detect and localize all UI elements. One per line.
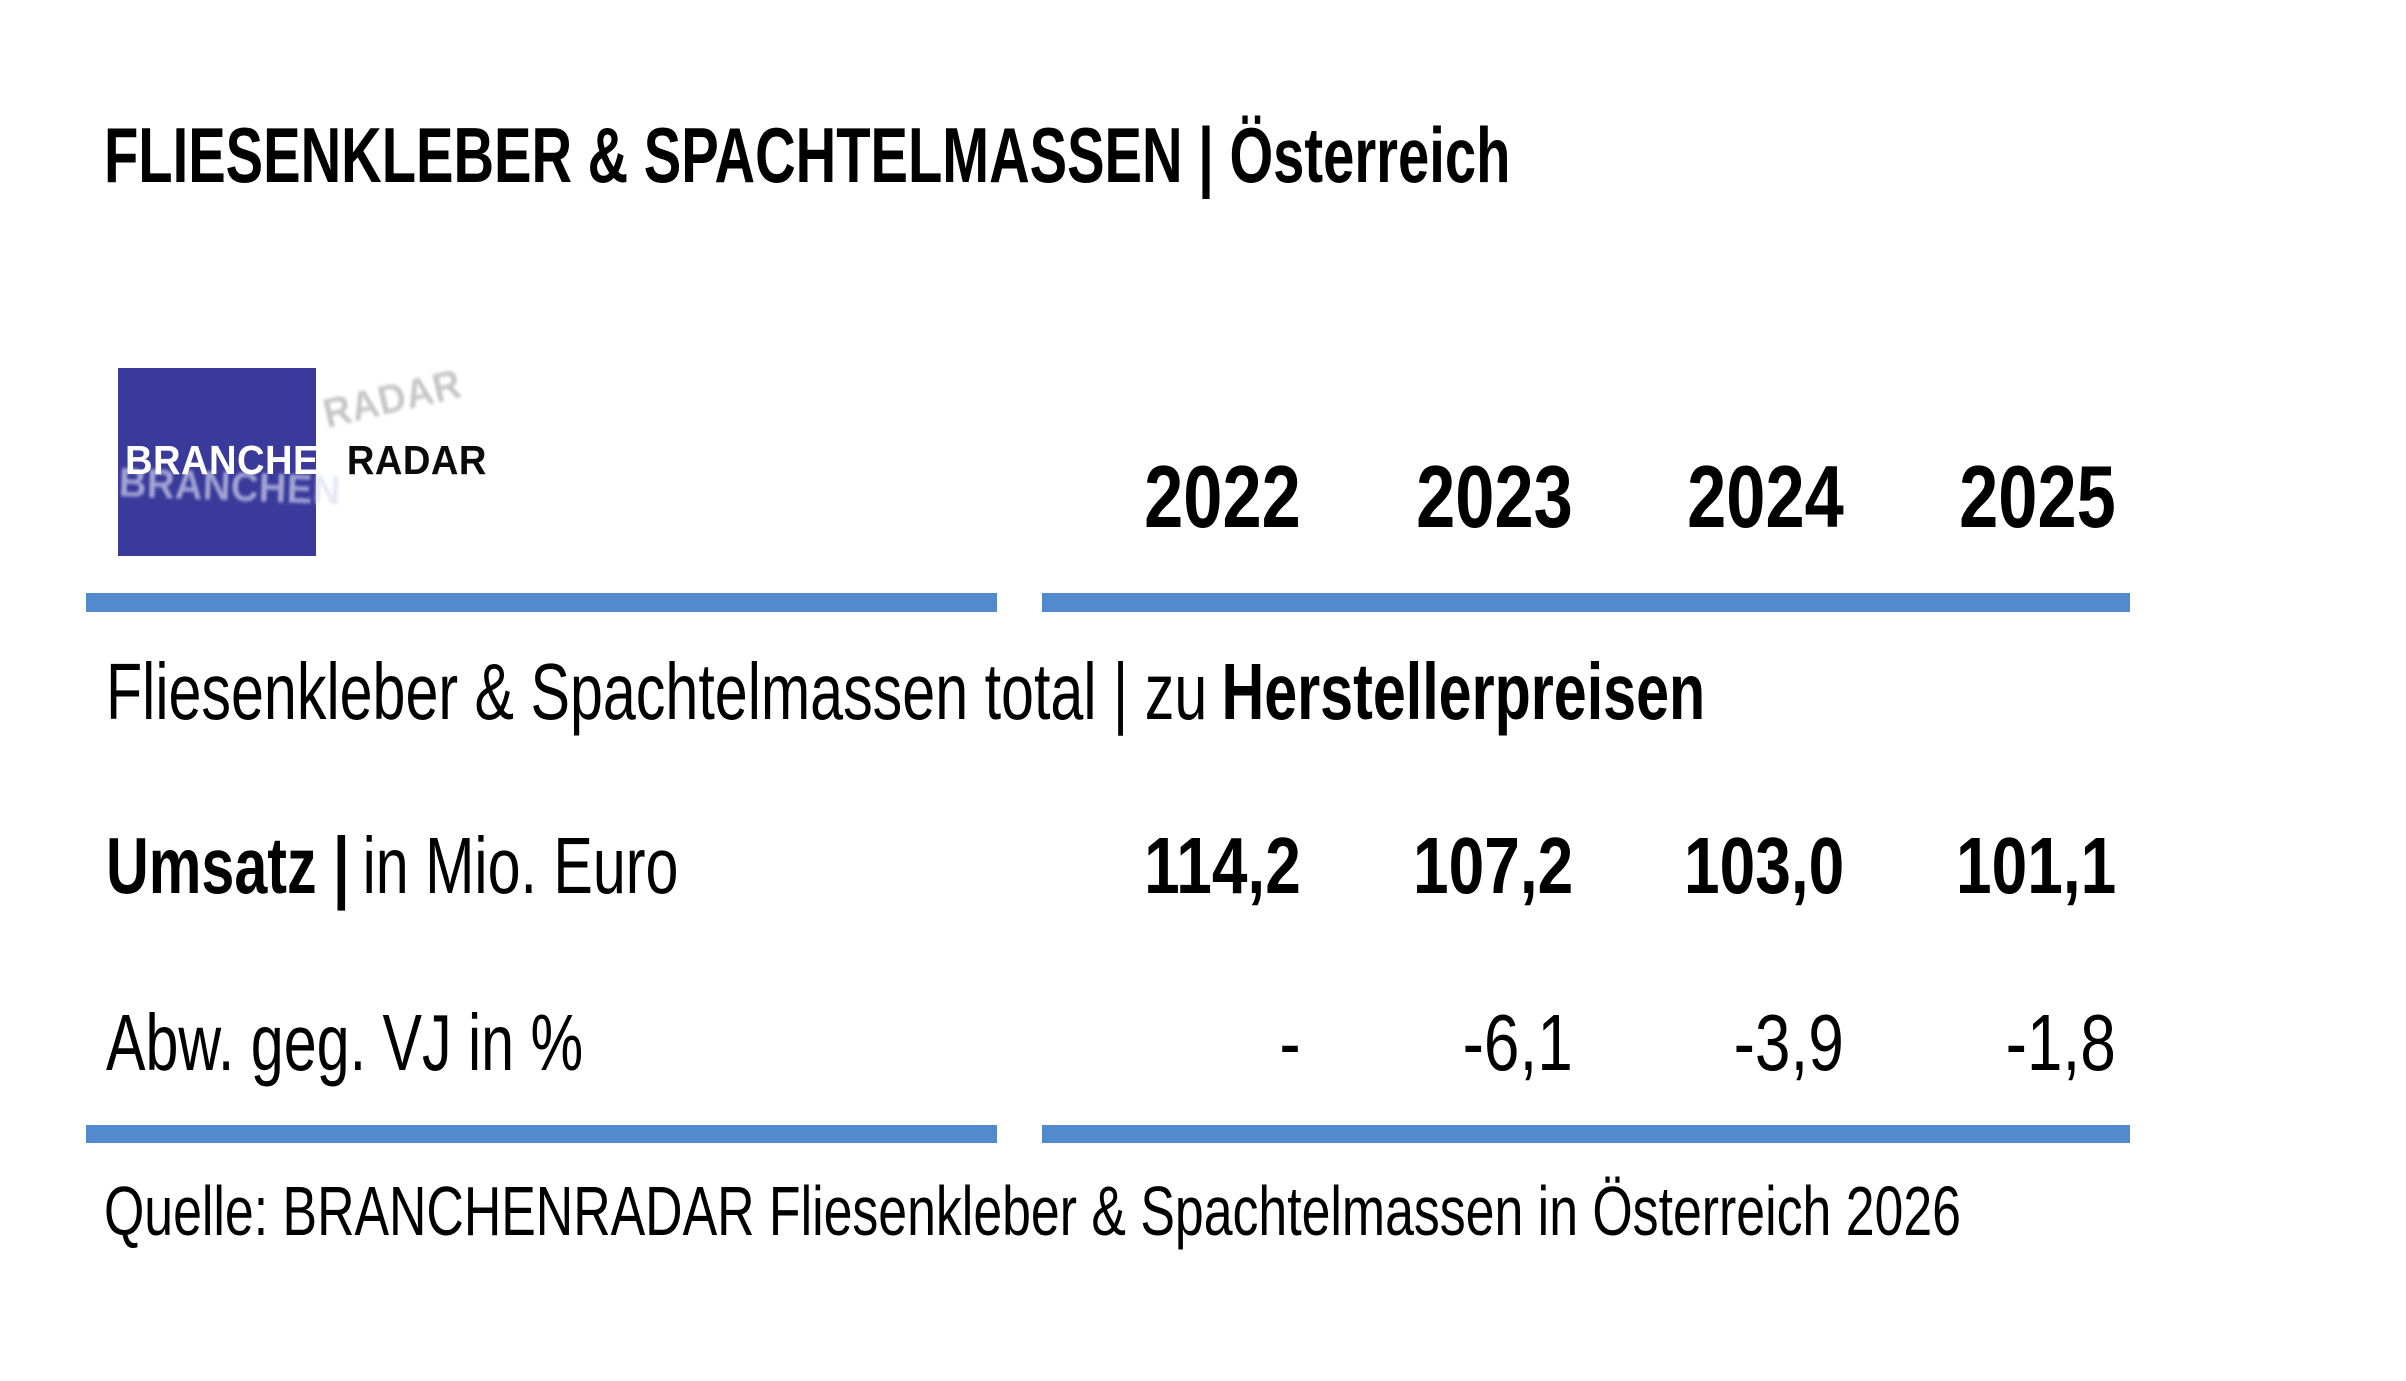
value-cell: 107,2	[1301, 826, 1573, 906]
year-2025-label: 2025	[1959, 447, 2116, 546]
group-header: Fliesenkleber & Spachtelmassen total | z…	[86, 652, 2130, 732]
value-cell: 114,2	[997, 826, 1301, 906]
row-label: Umsatz | in Mio. Euro	[86, 826, 997, 906]
row-label-unit: in Mio. Euro	[362, 821, 679, 910]
abw-2024-value: -3,9	[1733, 998, 1844, 1087]
row-label-text: Abw. geg. VJ in %	[106, 998, 584, 1087]
divider-bottom-left	[86, 1125, 997, 1143]
value-cell: 103,0	[1573, 826, 1844, 906]
abw-2023-value: -6,1	[1462, 998, 1573, 1087]
logo-ghost-echo-top: RADAR	[318, 360, 466, 437]
abw-2025-value: -1,8	[2005, 998, 2116, 1087]
logo-wordmark-radar: RADAR	[346, 437, 487, 483]
group-header-row: Fliesenkleber & Spachtelmassen total | z…	[86, 652, 2130, 732]
year-header-row: 2022 2023 2024 2025	[86, 453, 2130, 541]
year-2023-label: 2023	[1416, 447, 1573, 546]
year-2022-label: 2022	[1144, 447, 1301, 546]
source-text: Quelle: BRANCHENRADAR Fliesenkleber & Sp…	[104, 1172, 1961, 1250]
value-cell: -	[997, 1003, 1301, 1083]
year-column-header: 2024	[1573, 453, 1844, 541]
table-row-umsatz: Umsatz | in Mio. Euro 114,2 107,2 103,0 1…	[86, 826, 2130, 906]
row-label: Abw. geg. VJ in %	[86, 1003, 997, 1083]
year-2024-label: 2024	[1687, 447, 1844, 546]
year-column-header: 2023	[1301, 453, 1573, 541]
row-label-text: Umsatz | in Mio. Euro	[106, 826, 678, 906]
umsatz-2025-value: 101,1	[1955, 821, 2116, 910]
umsatz-2022-value: 114,2	[1144, 821, 1301, 910]
source-line: Quelle: BRANCHENRADAR Fliesenkleber & Sp…	[104, 1176, 2406, 1246]
page-title: FLIESENKLEBER & SPACHTELMASSEN | Österre…	[104, 116, 2057, 194]
logo-wordmark: BRANCHENRADAR	[125, 440, 487, 481]
umsatz-2024-value: 103,0	[1683, 821, 1844, 910]
divider-top-right	[1042, 593, 2130, 612]
group-header-text: Fliesenkleber & Spachtelmassen total | z…	[106, 652, 1705, 732]
row-label-bold: Umsatz |	[106, 821, 350, 910]
page-title-text: FLIESENKLEBER & SPACHTELMASSEN | Österre…	[104, 111, 1511, 199]
group-header-bold: Herstellerpreisen	[1221, 647, 1706, 736]
logo-square	[118, 368, 316, 556]
umsatz-2023-value: 107,2	[1412, 821, 1573, 910]
divider-bottom-right	[1042, 1125, 2130, 1143]
year-column-header: 2025	[1844, 453, 2130, 541]
year-column-header: 2022	[997, 453, 1301, 541]
group-header-prefix: Fliesenkleber & Spachtelmassen total | z…	[106, 647, 1208, 736]
value-cell: -3,9	[1573, 1003, 1844, 1083]
branchenradar-logo: RADAR BRANCHEN BRANCHENRADAR	[118, 360, 578, 556]
table-row-abweichung: Abw. geg. VJ in % - -6,1 -3,9 -1,8	[86, 1003, 2130, 1083]
value-cell: -1,8	[1844, 1003, 2130, 1083]
logo-wordmark-branchen: BRANCHEN	[125, 437, 347, 483]
abw-2022-value: -	[1279, 998, 1301, 1087]
divider-top-left	[86, 593, 997, 612]
value-cell: 101,1	[1844, 826, 2130, 906]
value-cell: -6,1	[1301, 1003, 1573, 1083]
